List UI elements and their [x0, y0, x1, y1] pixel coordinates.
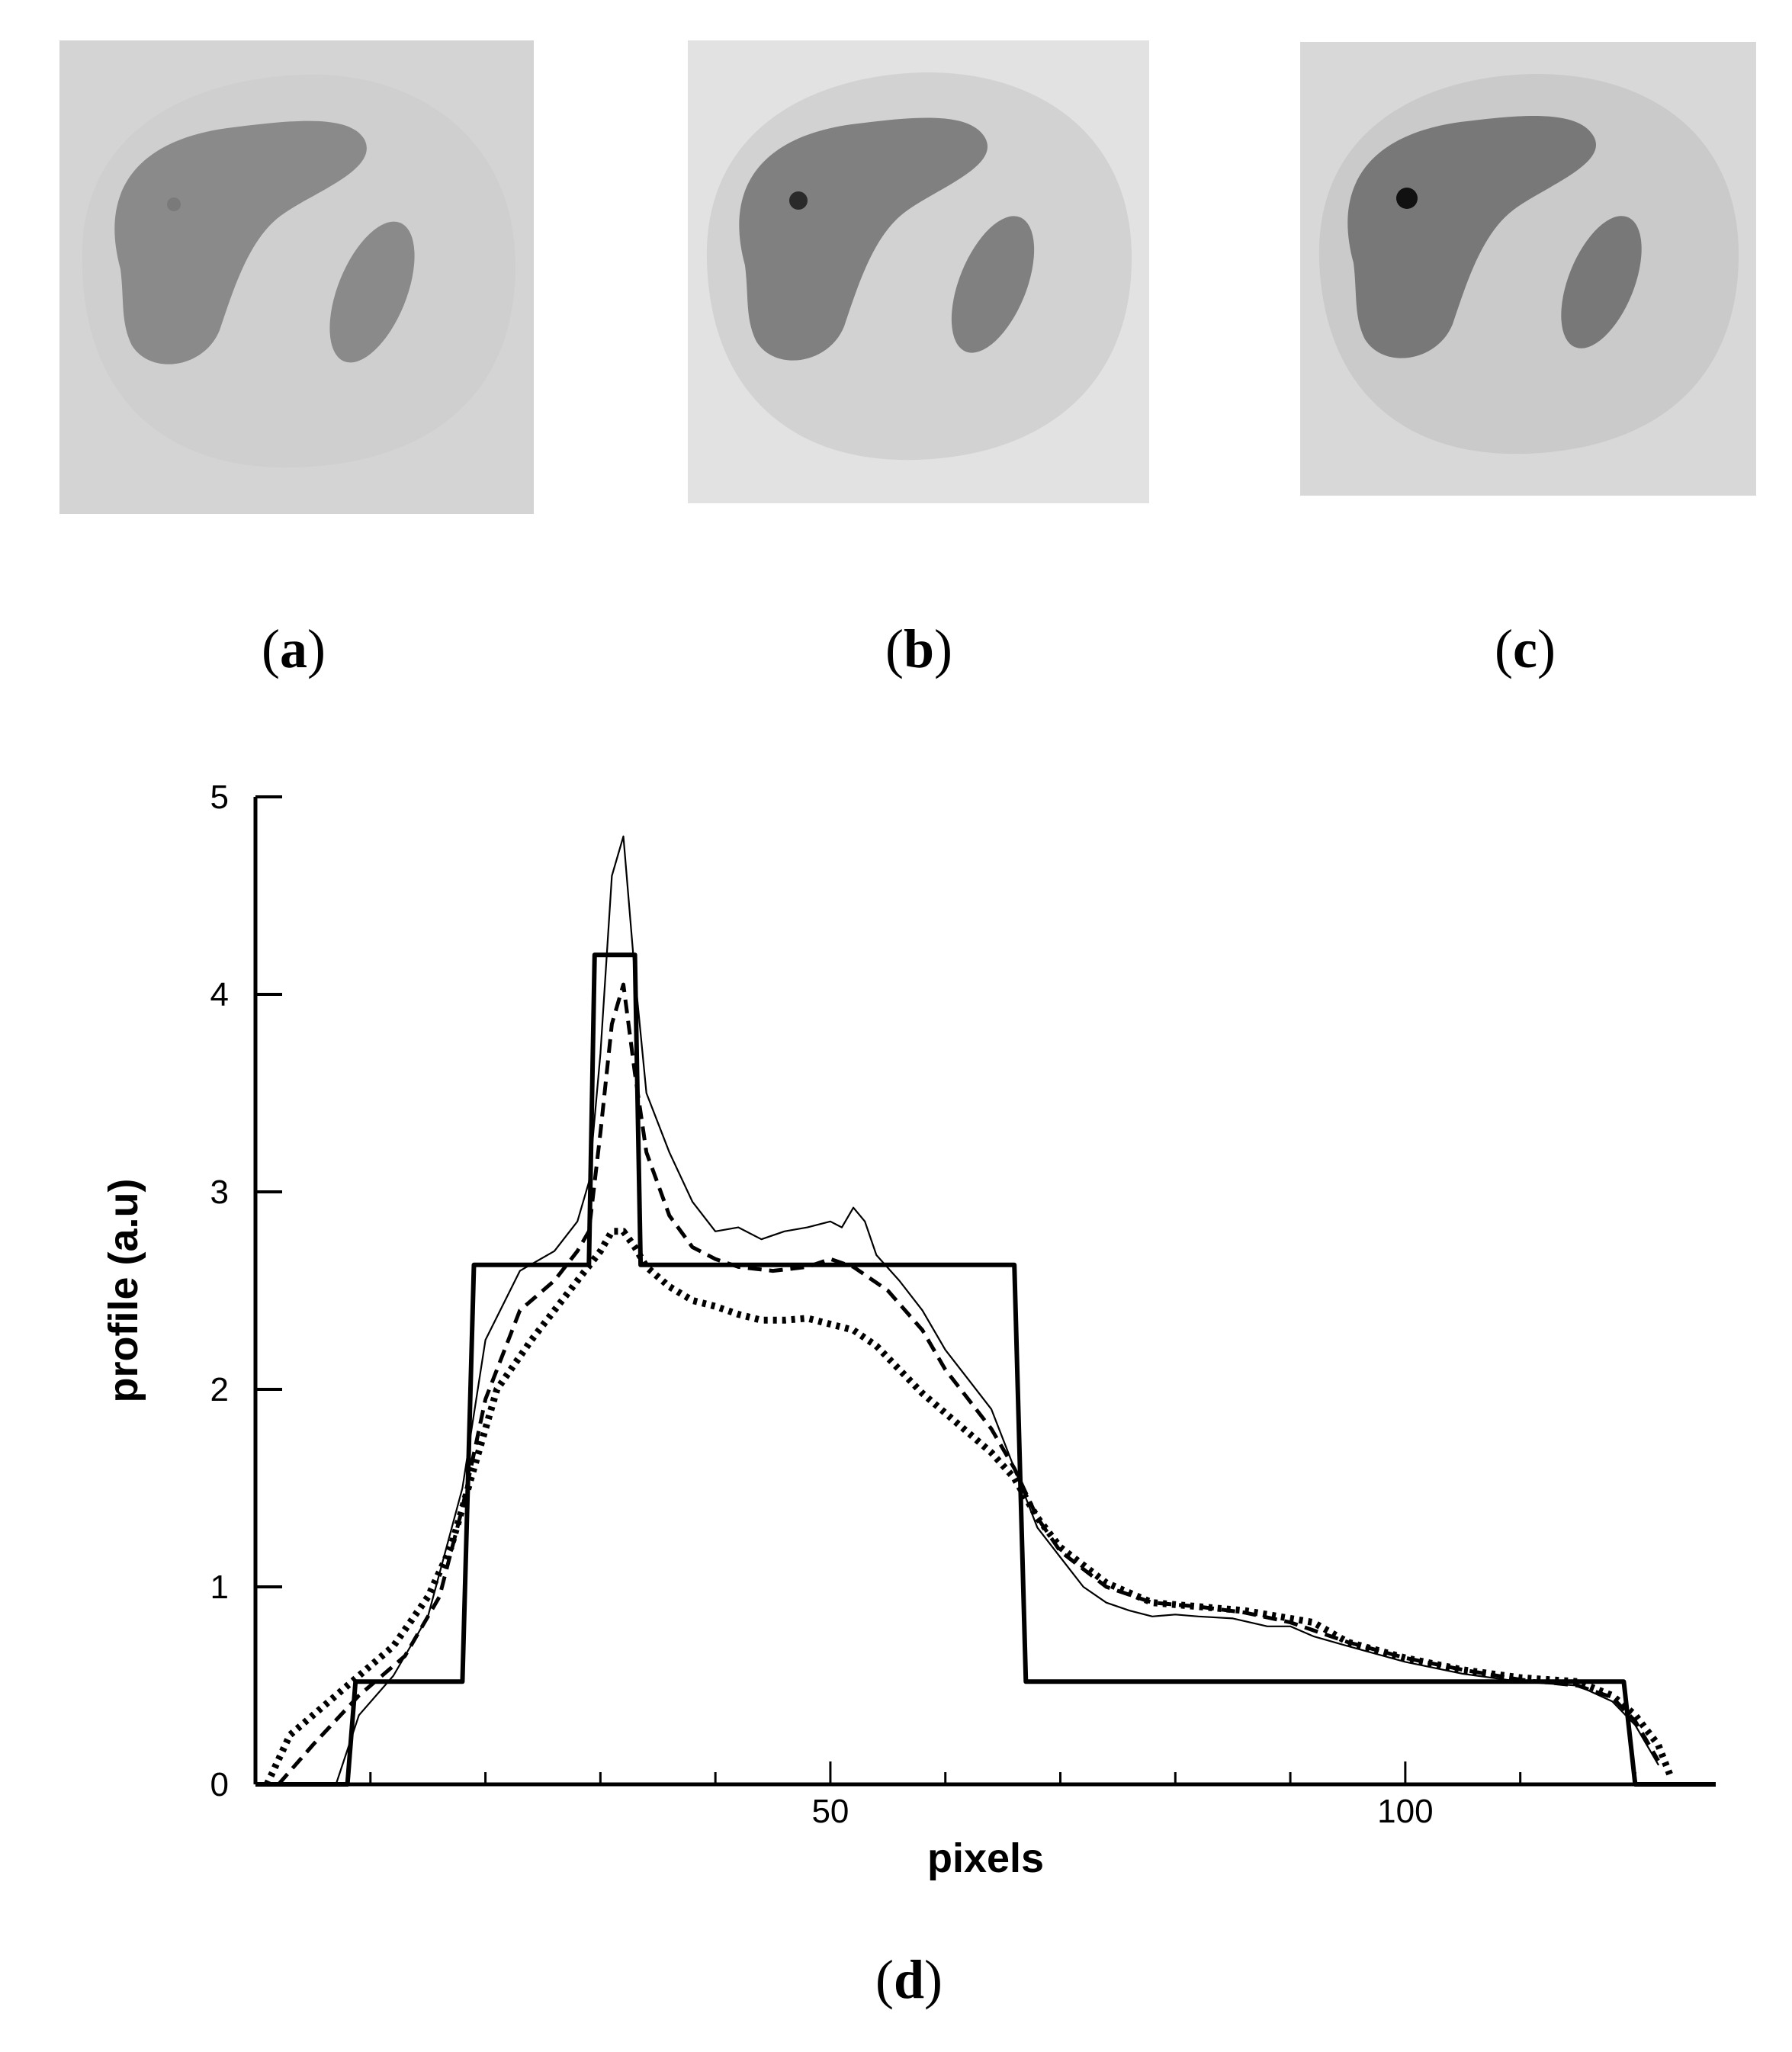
- image-a-large-lesion: [114, 120, 367, 364]
- caption-c-open: (: [1495, 618, 1514, 679]
- profile-series-dotted: [264, 1228, 1673, 1786]
- y-tick-label: 0: [210, 1766, 229, 1803]
- chart-axes: 0 1 2 3 4 5 50 100: [210, 779, 1716, 1830]
- caption-d: (d): [833, 1948, 985, 2012]
- phantom-image-c: [1300, 42, 1756, 496]
- chart-series-layer: [255, 835, 1716, 1787]
- y-axis-label: profile (a.u): [101, 1179, 146, 1403]
- caption-d-open: (: [875, 1949, 894, 2010]
- y-tick-label: 5: [210, 779, 229, 816]
- y-tick-label: 3: [210, 1174, 229, 1211]
- phantom-image-b: [688, 40, 1149, 503]
- caption-c-close: ): [1537, 618, 1556, 679]
- image-c-hot-spot: [1396, 188, 1418, 209]
- caption-a-close: ): [307, 618, 326, 679]
- image-a-hot-spot: [167, 197, 181, 211]
- x-axis-label: pixels: [927, 1835, 1044, 1881]
- caption-a: (a): [217, 618, 370, 681]
- caption-b-open: (: [885, 618, 904, 679]
- image-b-hot-spot: [789, 191, 808, 210]
- image-b-small-lesion: [951, 216, 1035, 353]
- image-a-small-lesion: [329, 221, 415, 363]
- y-tick-label: 2: [210, 1371, 229, 1408]
- profile-chart: 0 1 2 3 4 5 50 100 pixels profile (a.u): [101, 779, 1716, 1881]
- caption-c: (c): [1449, 618, 1601, 681]
- profile-series-dashed: [277, 982, 1660, 1786]
- profile-series-thick-solid: [255, 952, 1716, 1787]
- caption-d-close: ): [924, 1949, 943, 2010]
- caption-b: (b): [843, 618, 995, 681]
- image-b-large-lesion: [739, 117, 988, 361]
- caption-d-letter: d: [893, 1949, 925, 2010]
- phantom-image-a: [59, 40, 534, 514]
- x-tick-label: 50: [811, 1793, 849, 1830]
- y-tick-label: 4: [210, 976, 229, 1013]
- y-tick-label: 1: [210, 1569, 229, 1606]
- caption-a-open: (: [262, 618, 280, 679]
- x-tick-label: 100: [1377, 1793, 1433, 1830]
- image-c-small-lesion: [1561, 216, 1642, 348]
- profile-series-thin-solid: [335, 835, 1659, 1786]
- caption-a-letter: a: [280, 618, 307, 679]
- caption-c-letter: c: [1513, 618, 1537, 679]
- image-c-large-lesion: [1347, 115, 1597, 358]
- caption-b-close: ): [934, 618, 952, 679]
- caption-b-letter: b: [903, 618, 935, 679]
